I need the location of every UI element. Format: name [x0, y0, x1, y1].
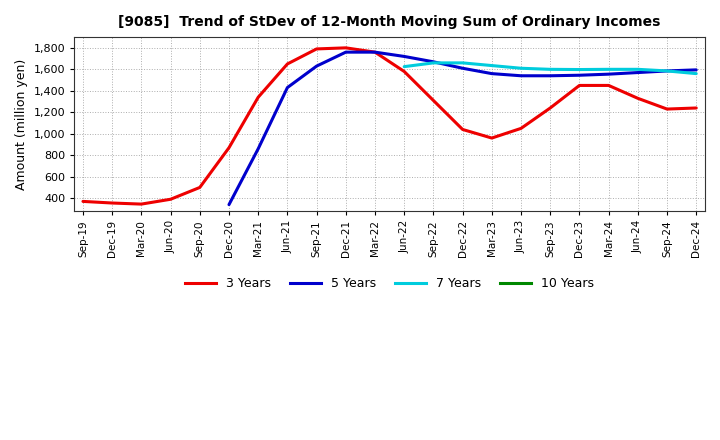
- Y-axis label: Amount (million yen): Amount (million yen): [15, 59, 28, 190]
- Title: [9085]  Trend of StDev of 12-Month Moving Sum of Ordinary Incomes: [9085] Trend of StDev of 12-Month Moving…: [118, 15, 661, 29]
- Legend: 3 Years, 5 Years, 7 Years, 10 Years: 3 Years, 5 Years, 7 Years, 10 Years: [180, 272, 599, 295]
